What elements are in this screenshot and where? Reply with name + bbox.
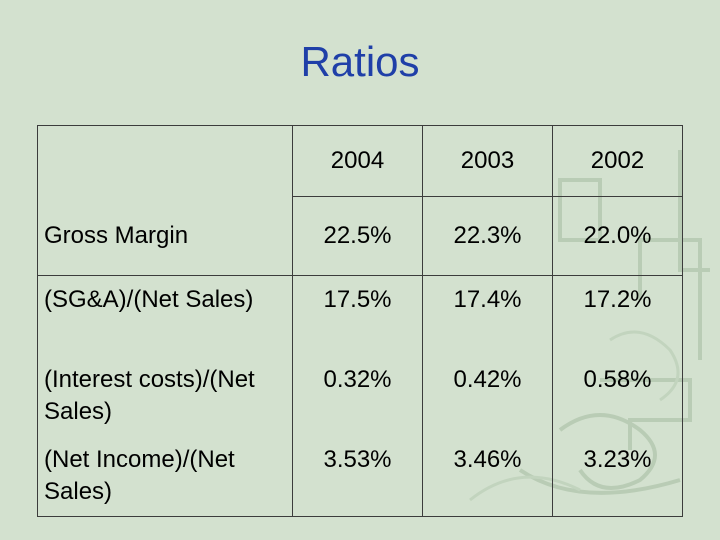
header-year-2004: 2004 [292, 125, 423, 197]
table-row-sga: (SG&A)/(Net Sales) 17.5% 17.4% 17.2% [37, 275, 683, 356]
row-value-2002: 22.0% [552, 196, 683, 276]
row-value-2003: 3.46% [422, 436, 553, 517]
row-value-2004: 17.5% [292, 275, 423, 356]
table-header-row: 2004 2003 2002 [37, 125, 683, 197]
table-row-interest: (Interest costs)/(Net Sales) 0.32% 0.42%… [37, 356, 683, 436]
header-year-2002: 2002 [552, 125, 683, 197]
row-value-2002: 0.58% [552, 356, 683, 436]
row-value-2003: 22.3% [422, 196, 553, 276]
row-value-2002: 3.23% [552, 436, 683, 517]
row-label: Gross Margin [37, 196, 293, 276]
header-year-2003: 2003 [422, 125, 553, 197]
row-value-2003: 0.42% [422, 356, 553, 436]
row-value-2004: 0.32% [292, 356, 423, 436]
table-row-gross-margin: Gross Margin 22.5% 22.3% 22.0% [37, 196, 683, 276]
row-value-2003: 17.4% [422, 275, 553, 356]
header-corner-cell [37, 125, 293, 197]
row-value-2004: 22.5% [292, 196, 423, 276]
row-label: (SG&A)/(Net Sales) [37, 275, 293, 356]
ratios-table: 2004 2003 2002 Gross Margin 22.5% 22.3% … [37, 125, 683, 517]
row-value-2002: 17.2% [552, 275, 683, 356]
row-label: (Net Income)/(Net Sales) [37, 436, 293, 517]
row-label: (Interest costs)/(Net Sales) [37, 356, 293, 436]
row-value-2004: 3.53% [292, 436, 423, 517]
table-row-net-income: (Net Income)/(Net Sales) 3.53% 3.46% 3.2… [37, 436, 683, 517]
slide-title: Ratios [300, 38, 420, 85]
